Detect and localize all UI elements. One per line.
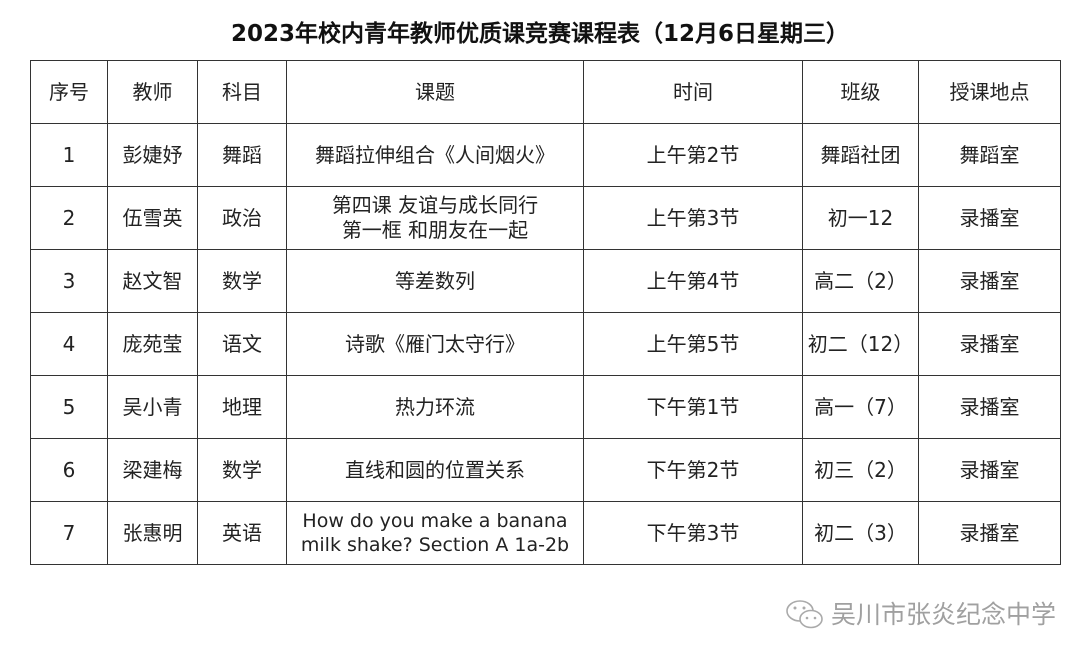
cell-no: 5 <box>30 375 108 439</box>
table-row: 4 庞苑莹 语文 诗歌《雁门太守行》 上午第5节 初二（12） 录播室 <box>30 312 1061 376</box>
cell-topic: 等差数列 <box>286 249 584 313</box>
cell-subject: 地理 <box>197 375 287 439</box>
cell-time: 上午第5节 <box>583 312 803 376</box>
cell-time: 下午第2节 <box>583 438 803 502</box>
table-row: 2 伍雪英 政治 第四课 友谊与成长同行 第一框 和朋友在一起 上午第3节 初一12 录播室 <box>30 186 1061 250</box>
cell-subject: 政治 <box>197 186 287 250</box>
cell-class: 高二（2） <box>802 249 919 313</box>
cell-teacher: 吴小青 <box>107 375 198 439</box>
table-row: 5 吴小青 地理 热力环流 下午第1节 高一（7） 录播室 <box>30 375 1061 439</box>
column-header: 时间 <box>583 60 803 124</box>
cell-class: 初一12 <box>802 186 919 250</box>
cell-subject: 语文 <box>197 312 287 376</box>
table-row: 6 梁建梅 数学 直线和圆的位置关系 下午第2节 初三（2） 录播室 <box>30 438 1061 502</box>
page-title: 2023年校内青年教师优质课竞赛课程表（12月6日星期三） <box>230 21 850 47</box>
column-header: 班级 <box>802 60 919 124</box>
column-header: 序号 <box>30 60 108 124</box>
topic-line: 热力环流 <box>395 394 475 419</box>
cell-no: 2 <box>30 186 108 250</box>
column-header: 科目 <box>197 60 287 124</box>
cell-time: 上午第2节 <box>583 123 803 187</box>
cell-time: 下午第1节 <box>583 375 803 439</box>
table-row: 3 赵文智 数学 等差数列 上午第4节 高二（2） 录播室 <box>30 249 1061 313</box>
cell-room: 录播室 <box>918 186 1061 250</box>
cell-teacher: 伍雪英 <box>107 186 198 250</box>
cell-class: 高一（7） <box>802 375 919 439</box>
cell-teacher: 张惠明 <box>107 501 198 565</box>
column-header: 授课地点 <box>918 60 1061 124</box>
table-row: 7 张惠明 英语 How do you make a banana milk shake… <box>30 501 1061 565</box>
watermark: 吴川市张炎纪念中学 <box>785 598 1056 632</box>
cell-class: 初二（3） <box>802 501 919 565</box>
cell-topic: 直线和圆的位置关系 <box>286 438 584 502</box>
topic-line: 第四课 友谊与成长同行 <box>331 193 539 217</box>
cell-teacher: 庞苑莹 <box>107 312 198 376</box>
cell-topic: 舞蹈拉伸组合《人间烟火》 <box>286 123 584 187</box>
cell-room: 录播室 <box>918 501 1061 565</box>
cell-subject: 数学 <box>197 438 287 502</box>
wechat-icon <box>785 598 825 632</box>
cell-no: 7 <box>30 501 108 565</box>
cell-time: 下午第3节 <box>583 501 803 565</box>
cell-no: 6 <box>30 438 108 502</box>
column-header: 教师 <box>107 60 198 124</box>
table-row: 1 彭婕妤 舞蹈 舞蹈拉伸组合《人间烟火》 上午第2节 舞蹈社团 舞蹈室 <box>30 123 1061 187</box>
topic-line: milk shake? Section A 1a-2b <box>300 534 570 556</box>
cell-time: 上午第3节 <box>583 186 803 250</box>
cell-no: 3 <box>30 249 108 313</box>
cell-teacher: 彭婕妤 <box>107 123 198 187</box>
cell-subject: 数学 <box>197 249 287 313</box>
header-row: 序号 教师 科目 课题 时间 班级 授课地点 <box>30 60 1061 124</box>
cell-no: 1 <box>30 123 108 187</box>
watermark-text: 吴川市张炎纪念中学 <box>830 600 1056 629</box>
cell-teacher: 赵文智 <box>107 249 198 313</box>
topic-line: How do you make a banana <box>302 510 568 532</box>
cell-topic: 第四课 友谊与成长同行 第一框 和朋友在一起 <box>286 186 584 250</box>
cell-room: 录播室 <box>918 438 1061 502</box>
cell-topic: 诗歌《雁门太守行》 <box>286 312 584 376</box>
topic-line: 第一框 和朋友在一起 <box>341 218 529 242</box>
cell-class: 初三（2） <box>802 438 919 502</box>
topic-line: 舞蹈拉伸组合《人间烟火》 <box>315 142 555 167</box>
cell-no: 4 <box>30 312 108 376</box>
topic-line: 诗歌《雁门太守行》 <box>345 331 525 356</box>
cell-teacher: 梁建梅 <box>107 438 198 502</box>
cell-class: 初二（12） <box>802 312 919 376</box>
cell-room: 录播室 <box>918 312 1061 376</box>
cell-subject: 英语 <box>197 501 287 565</box>
cell-room: 录播室 <box>918 249 1061 313</box>
cell-topic: 热力环流 <box>286 375 584 439</box>
cell-class: 舞蹈社团 <box>802 123 919 187</box>
cell-room: 舞蹈室 <box>918 123 1061 187</box>
cell-room: 录播室 <box>918 375 1061 439</box>
cell-topic: How do you make a banana milk shake? Sect… <box>286 501 584 565</box>
cell-subject: 舞蹈 <box>197 123 287 187</box>
cell-time: 上午第4节 <box>583 249 803 313</box>
schedule-table: 序号 教师 科目 课题 时间 班级 授课地点 1 彭婕妤 舞蹈 舞蹈拉伸组合《人间烟火》 上午第2节… <box>30 60 1061 565</box>
topic-line: 直线和圆的位置关系 <box>345 457 525 482</box>
topic-line: 等差数列 <box>395 268 475 293</box>
column-header: 课题 <box>286 60 584 124</box>
